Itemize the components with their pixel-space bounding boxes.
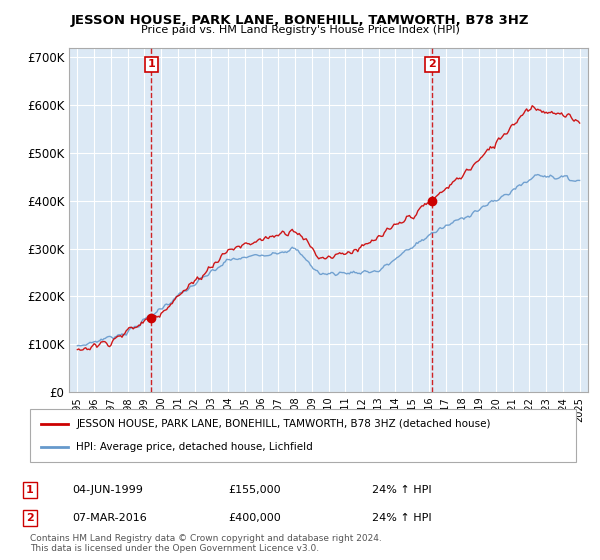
Text: Price paid vs. HM Land Registry's House Price Index (HPI): Price paid vs. HM Land Registry's House … — [140, 25, 460, 35]
Text: 2: 2 — [428, 59, 436, 69]
Text: 1: 1 — [148, 59, 155, 69]
Text: 24% ↑ HPI: 24% ↑ HPI — [372, 513, 431, 523]
Text: JESSON HOUSE, PARK LANE, BONEHILL, TAMWORTH, B78 3HZ (detached house): JESSON HOUSE, PARK LANE, BONEHILL, TAMWO… — [76, 419, 491, 429]
Text: 04-JUN-1999: 04-JUN-1999 — [72, 485, 143, 495]
Text: £400,000: £400,000 — [228, 513, 281, 523]
Text: Contains HM Land Registry data © Crown copyright and database right 2024.
This d: Contains HM Land Registry data © Crown c… — [30, 534, 382, 553]
Text: 2: 2 — [26, 513, 34, 523]
Text: 24% ↑ HPI: 24% ↑ HPI — [372, 485, 431, 495]
Text: JESSON HOUSE, PARK LANE, BONEHILL, TAMWORTH, B78 3HZ: JESSON HOUSE, PARK LANE, BONEHILL, TAMWO… — [71, 14, 529, 27]
Text: £155,000: £155,000 — [228, 485, 281, 495]
Text: 1: 1 — [26, 485, 34, 495]
Text: 07-MAR-2016: 07-MAR-2016 — [72, 513, 147, 523]
Text: HPI: Average price, detached house, Lichfield: HPI: Average price, detached house, Lich… — [76, 442, 313, 452]
FancyBboxPatch shape — [30, 409, 576, 462]
